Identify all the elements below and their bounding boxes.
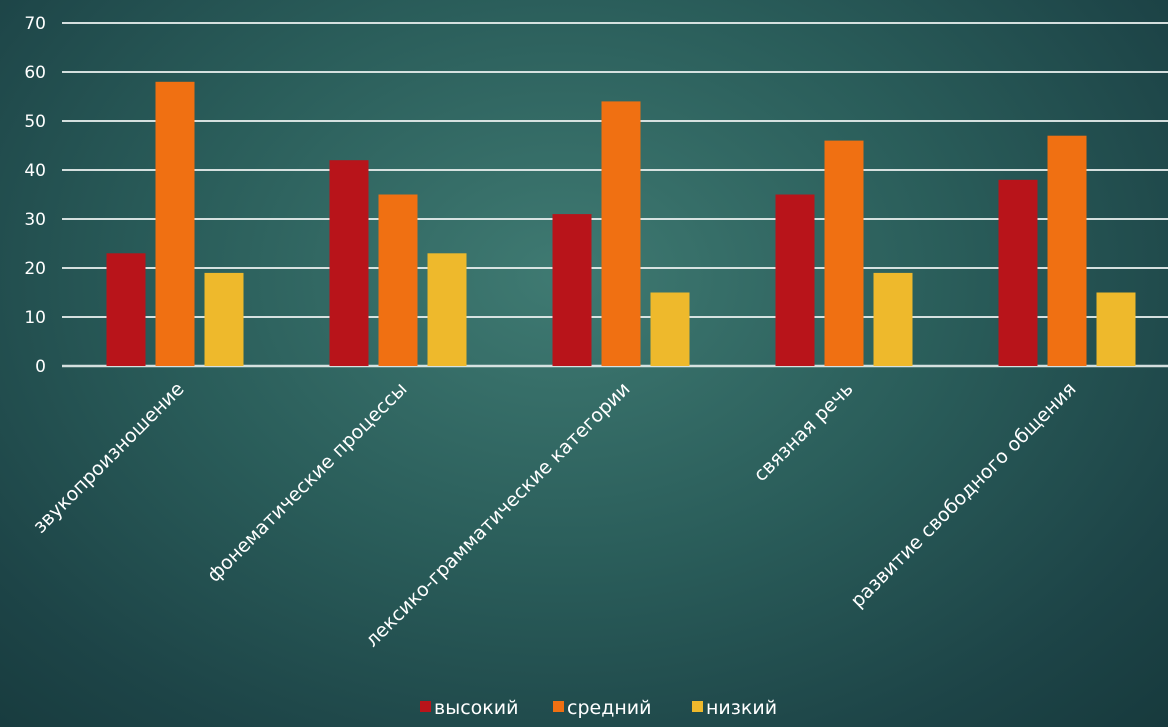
legend-swatch — [553, 701, 564, 712]
bar-средний — [1047, 135, 1087, 366]
y-tick-label: 50 — [24, 112, 46, 132]
x-category-label: развитие свободного общения — [846, 378, 1080, 612]
bar-средний — [824, 140, 864, 366]
y-tick-label: 30 — [24, 210, 46, 230]
bar-высокий — [775, 194, 815, 366]
bar-низкий — [1096, 292, 1136, 366]
bar-средний — [155, 81, 195, 367]
bar-низкий — [873, 272, 913, 366]
y-tick-label: 10 — [24, 308, 46, 328]
legend: высокий средний низкий — [420, 697, 777, 719]
x-category-label: лексико-грамматические категории — [361, 378, 634, 651]
bar-низкий — [427, 253, 467, 366]
bar-средний — [378, 194, 418, 366]
x-category-label: фонематические процессы — [203, 378, 412, 587]
y-tick-label: 20 — [24, 259, 46, 279]
legend-swatch — [420, 701, 431, 712]
bar-низкий — [204, 272, 244, 366]
x-category-label: звукопроизношение — [29, 378, 189, 538]
y-tick-label: 60 — [24, 63, 46, 83]
bars — [106, 81, 1136, 367]
x-category-label: связная речь — [749, 378, 857, 486]
y-tick-label: 70 — [24, 14, 46, 34]
bar-высокий — [329, 160, 369, 366]
y-tick-label: 40 — [24, 161, 46, 181]
bar-низкий — [650, 292, 690, 366]
y-tick-label: 0 — [35, 357, 46, 377]
legend-label: низкий — [706, 697, 777, 719]
bar-средний — [601, 101, 641, 367]
x-axis-labels: звукопроизношение фонематические процессы… — [29, 378, 1081, 651]
bar-высокий — [106, 253, 146, 366]
y-axis-labels: 0 10 20 30 40 50 60 70 — [24, 14, 46, 377]
legend-label: высокий — [434, 697, 518, 719]
bar-высокий — [998, 179, 1038, 366]
legend-label: средний — [567, 697, 651, 719]
legend-swatch — [692, 701, 703, 712]
bar-высокий — [552, 214, 592, 366]
